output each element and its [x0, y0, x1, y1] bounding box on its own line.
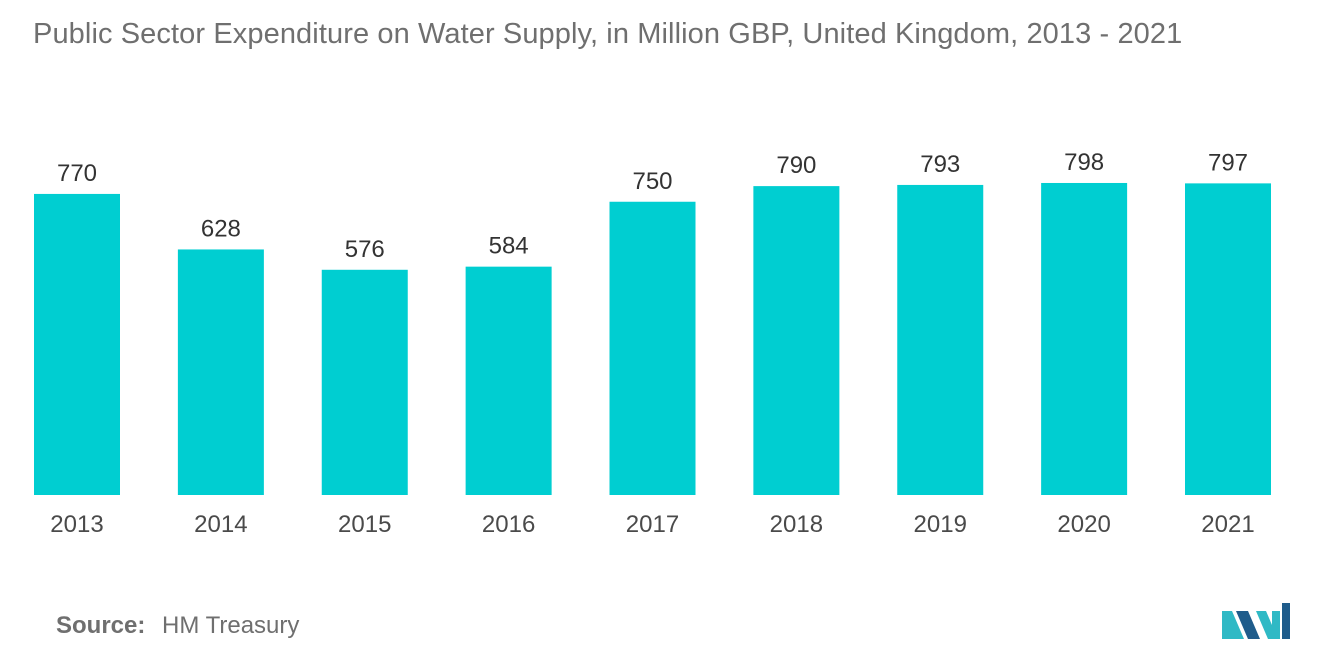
data-label-2018: 790 — [776, 152, 816, 179]
x-tick-label-2016: 2016 — [482, 511, 535, 538]
bar-2013 — [34, 193, 120, 495]
data-label-2015: 576 — [345, 236, 385, 263]
source-label: Source: — [56, 612, 146, 639]
x-tick-label-2014: 2014 — [194, 511, 247, 538]
bar-2018 — [753, 186, 840, 496]
data-label-2013: 770 — [57, 160, 97, 187]
source-value: HM Treasury — [162, 612, 300, 639]
x-tick-label-2018: 2018 — [770, 511, 823, 538]
x-tick-label-2015: 2015 — [338, 511, 391, 538]
bar-2014 — [177, 249, 264, 495]
bar-2015 — [321, 269, 408, 495]
x-tick-label-2019: 2019 — [914, 511, 967, 538]
data-label-2017: 750 — [632, 168, 672, 195]
mordor-intelligence-logo-icon — [1222, 603, 1290, 639]
x-tick-label-2020: 2020 — [1057, 511, 1110, 538]
bar-2021 — [1185, 183, 1271, 496]
bar-2020 — [1041, 182, 1128, 495]
bar-2017 — [609, 201, 696, 495]
data-label-2020: 798 — [1064, 149, 1104, 176]
x-tick-label-2021: 2021 — [1201, 511, 1254, 538]
x-tick-label-2017: 2017 — [626, 511, 679, 538]
data-label-2014: 628 — [201, 215, 241, 242]
bar-2016 — [465, 266, 552, 495]
data-label-2019: 793 — [920, 151, 960, 178]
data-label-2021: 797 — [1208, 149, 1248, 176]
source-note: Source: HM Treasury — [56, 612, 299, 640]
bar-2019 — [897, 184, 984, 495]
chart-title: Public Sector Expenditure on Water Suppl… — [33, 18, 1183, 50]
x-tick-label-2013: 2013 — [50, 511, 103, 538]
data-label-2016: 584 — [489, 233, 529, 260]
